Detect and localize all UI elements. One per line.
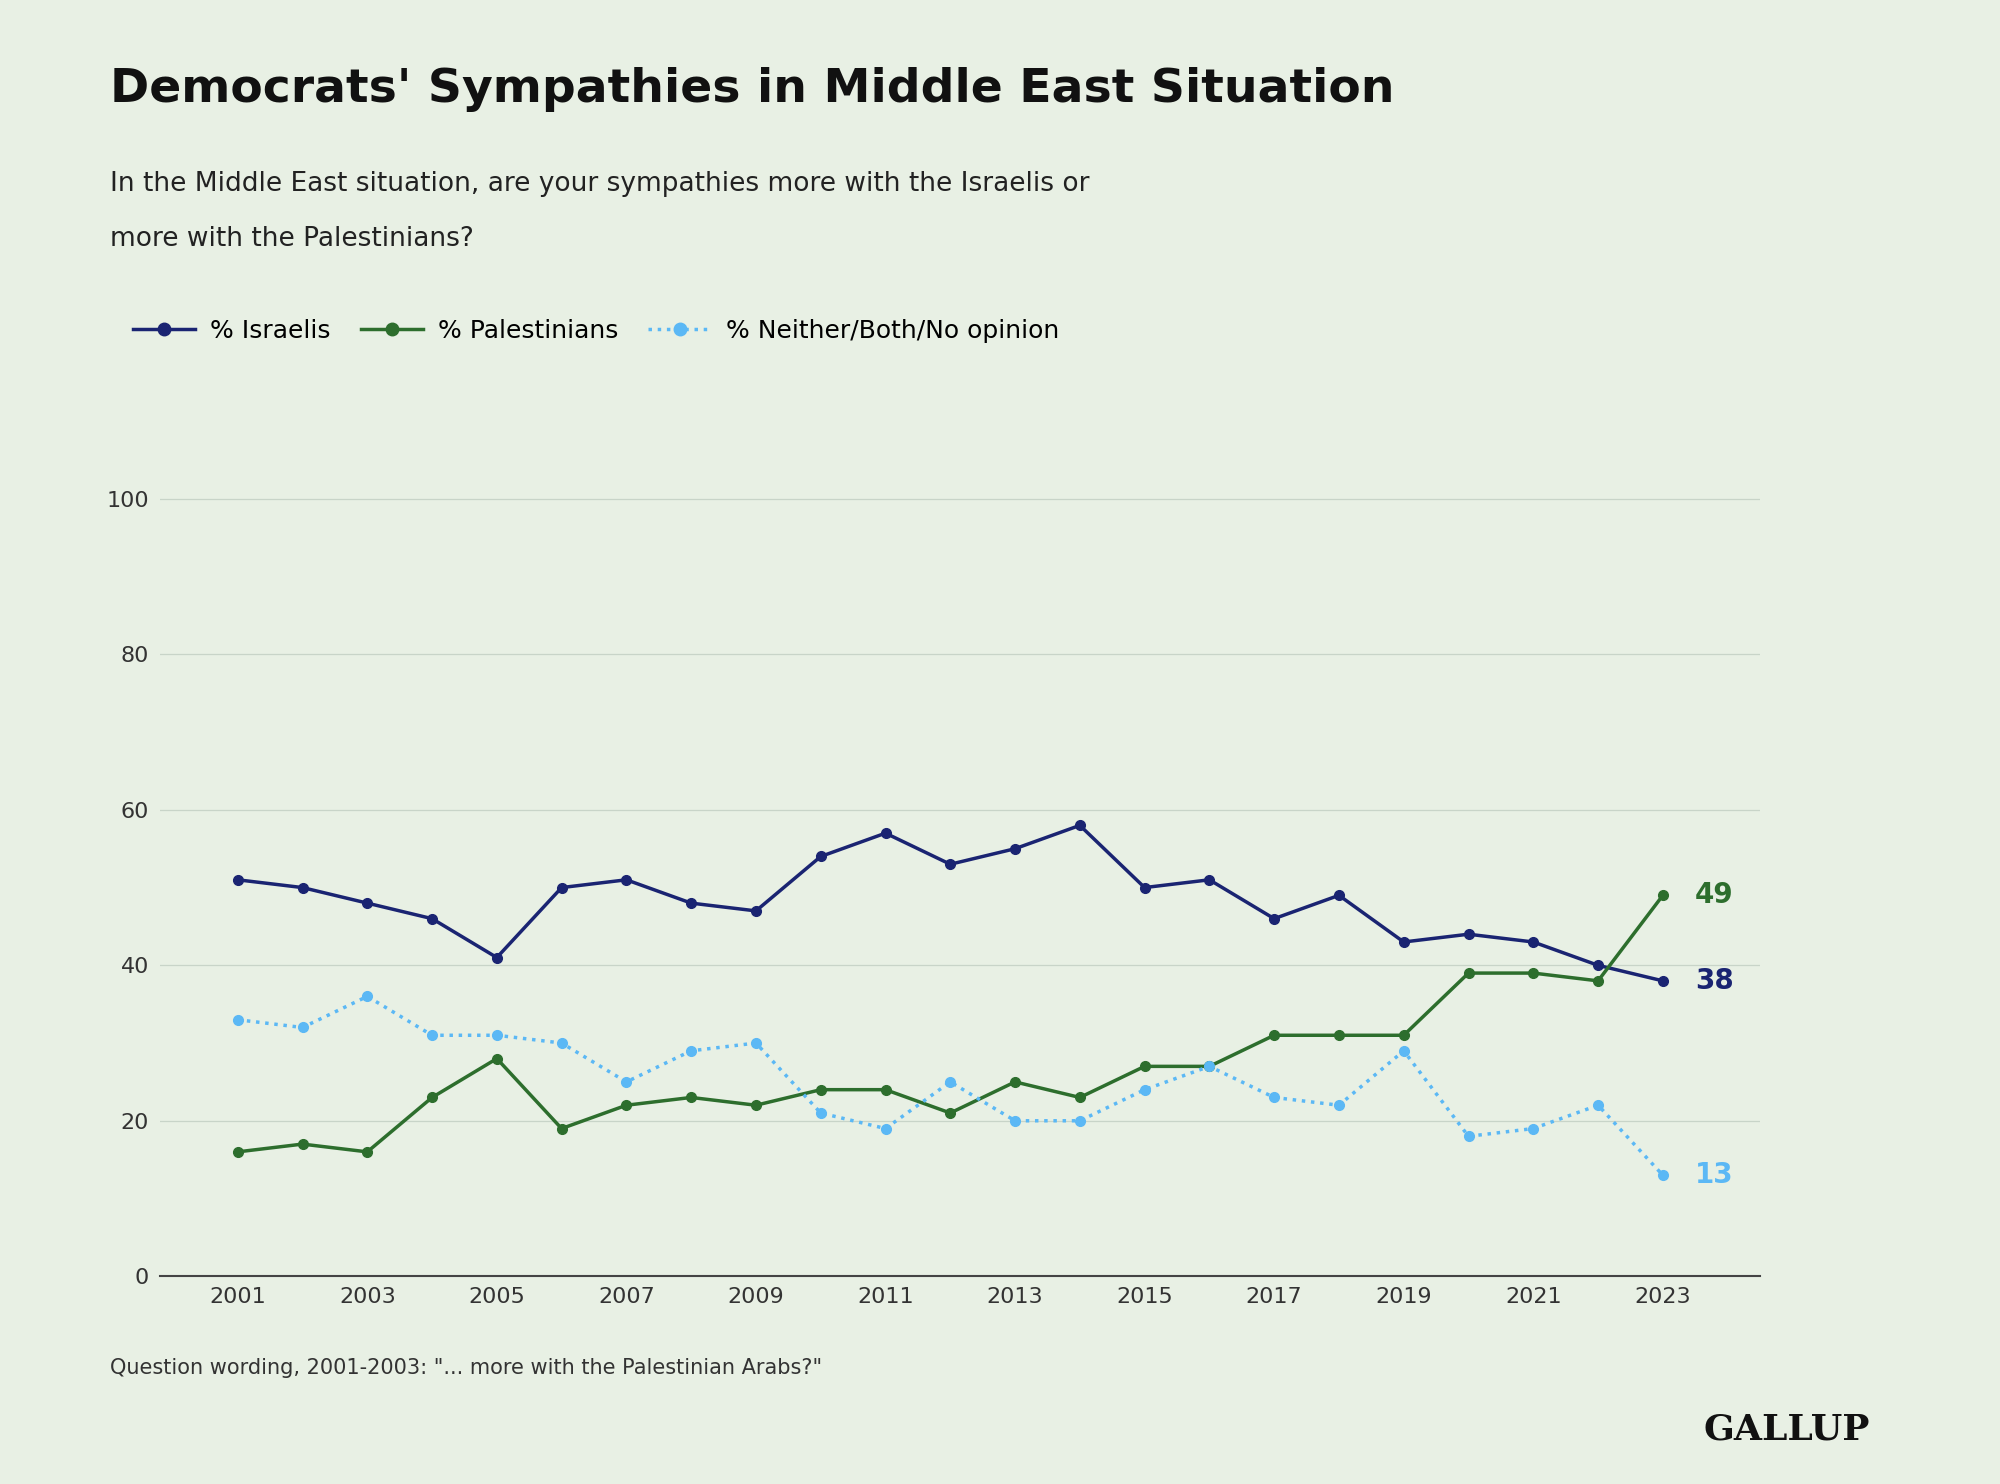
Text: 49: 49 [1696, 881, 1734, 910]
Legend: % Israelis, % Palestinians, % Neither/Both/No opinion: % Israelis, % Palestinians, % Neither/Bo… [122, 309, 1070, 353]
Text: more with the Palestinians?: more with the Palestinians? [110, 226, 474, 252]
Text: In the Middle East situation, are your sympathies more with the Israelis or: In the Middle East situation, are your s… [110, 171, 1090, 197]
Text: Question wording, 2001-2003: "... more with the Palestinian Arabs?": Question wording, 2001-2003: "... more w… [110, 1358, 822, 1377]
Text: GALLUP: GALLUP [1704, 1413, 1870, 1447]
Text: Democrats' Sympathies in Middle East Situation: Democrats' Sympathies in Middle East Sit… [110, 67, 1394, 111]
Text: 13: 13 [1696, 1160, 1734, 1189]
Text: 38: 38 [1696, 968, 1734, 994]
